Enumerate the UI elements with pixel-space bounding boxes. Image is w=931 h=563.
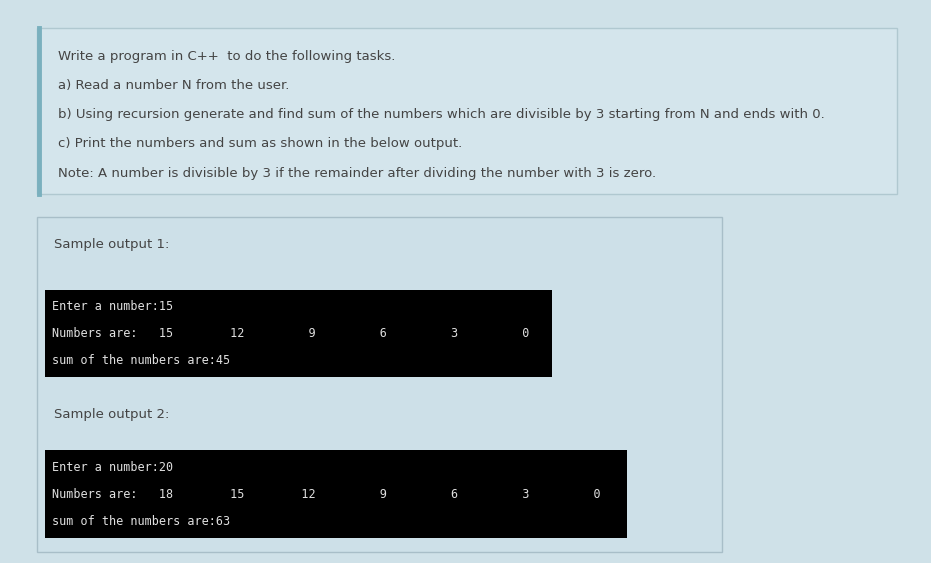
Text: b) Using recursion generate and find sum of the numbers which are divisible by 3: b) Using recursion generate and find sum…	[58, 108, 825, 121]
FancyBboxPatch shape	[45, 290, 552, 377]
Text: Numbers are:   18        15        12         9         6         3         0: Numbers are: 18 15 12 9 6 3 0	[52, 488, 600, 501]
Text: Enter a number:20: Enter a number:20	[52, 461, 173, 473]
Text: Note: A number is divisible by 3 if the remainder after dividing the number with: Note: A number is divisible by 3 if the …	[58, 167, 655, 180]
Text: Sample output 2:: Sample output 2:	[54, 408, 169, 421]
FancyBboxPatch shape	[45, 450, 627, 538]
Text: Enter a number:15: Enter a number:15	[52, 300, 173, 313]
Text: sum of the numbers are:45: sum of the numbers are:45	[52, 354, 230, 367]
Text: c) Print the numbers and sum as shown in the below output.: c) Print the numbers and sum as shown in…	[58, 137, 462, 150]
FancyBboxPatch shape	[37, 28, 897, 194]
Text: Sample output 1:: Sample output 1:	[54, 238, 169, 251]
Text: sum of the numbers are:63: sum of the numbers are:63	[52, 515, 230, 528]
Text: a) Read a number N from the user.: a) Read a number N from the user.	[58, 79, 290, 92]
Text: Write a program in C++  to do the following tasks.: Write a program in C++ to do the followi…	[58, 50, 395, 62]
FancyBboxPatch shape	[37, 217, 722, 552]
Text: Numbers are:   15        12         9         6         3         0: Numbers are: 15 12 9 6 3 0	[52, 327, 530, 340]
